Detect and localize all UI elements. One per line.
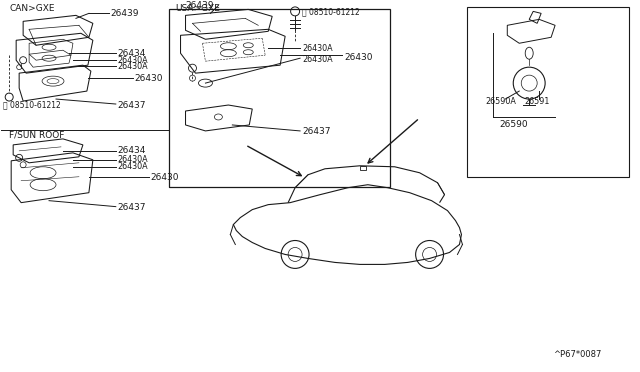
Bar [168,9,390,187]
Text: ^P67*0087: ^P67*0087 [553,350,602,359]
Text: 26430: 26430 [344,53,372,62]
Text: 26430A: 26430A [118,162,148,171]
Text: 26430A: 26430A [118,155,148,164]
Text: Ⓢ 08510-61212: Ⓢ 08510-61212 [302,7,360,16]
Text: 26430A: 26430A [302,44,333,53]
Text: 26590: 26590 [499,121,527,129]
Text: 26430: 26430 [134,74,163,83]
Bar [360,166,366,170]
Text: 26437: 26437 [118,100,147,109]
Text: 26430: 26430 [150,173,179,182]
Text: USA>GXE: USA>GXE [175,4,220,13]
Text: 26437: 26437 [118,203,147,212]
Text: 26591: 26591 [524,97,550,106]
Text: 26430A: 26430A [118,56,148,65]
Text: 26439: 26439 [111,9,140,18]
Text: 26434: 26434 [118,49,146,58]
Text: Ⓢ 08510-61212: Ⓢ 08510-61212 [3,100,61,109]
Text: CAN>GXE: CAN>GXE [9,4,54,13]
Text: 26434: 26434 [118,146,146,155]
Bar [467,7,629,177]
Text: 26439: 26439 [186,1,214,10]
Text: 26590A: 26590A [485,97,516,106]
Text: 26430A: 26430A [302,55,333,64]
Text: 26430A: 26430A [118,62,148,71]
Text: F/SUN ROOF: F/SUN ROOF [9,131,65,140]
Text: 26437: 26437 [302,128,331,137]
